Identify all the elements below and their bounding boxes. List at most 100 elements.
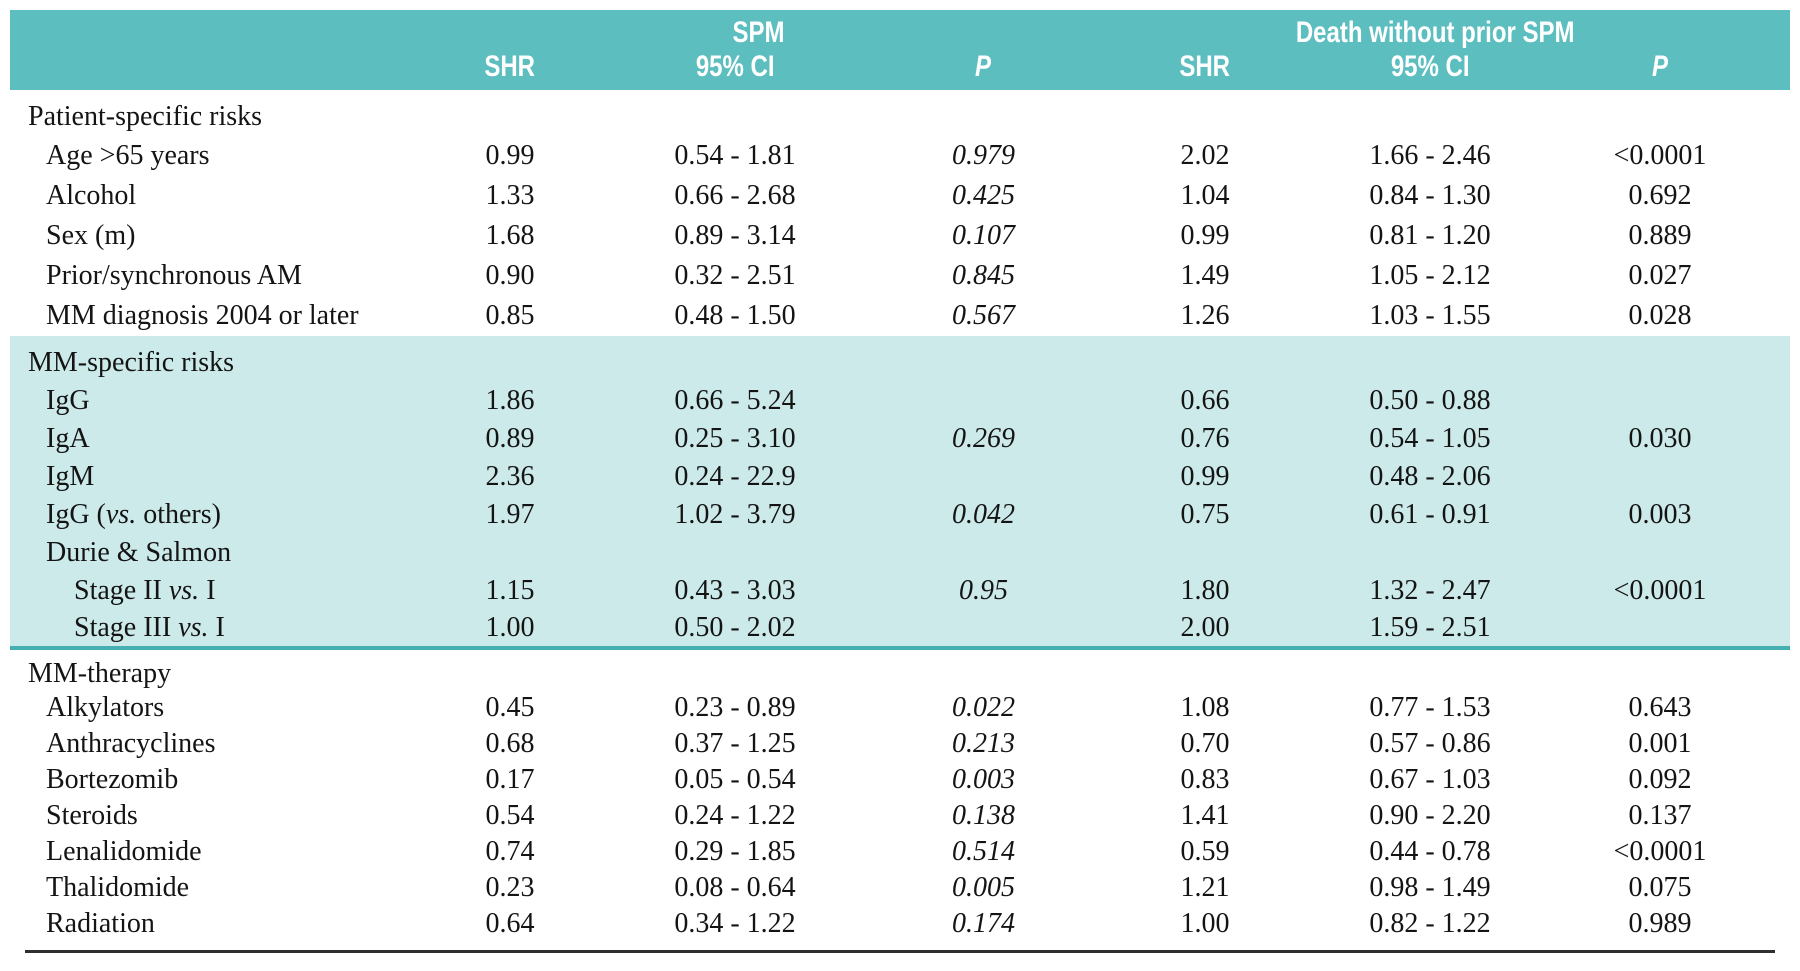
cell-ci-death: 0.84 - 1.30 (1369, 180, 1491, 211)
table-row: MM diagnosis 2004 or later 0.85 0.48 - 1.5… (10, 296, 1790, 336)
section-title: Patient-specific risks (28, 101, 263, 132)
cell-p-death (1530, 458, 1790, 496)
cell-p-spm: 0.95 (959, 575, 1008, 606)
cell-ci-spm: 0.89 - 3.14 (674, 220, 796, 251)
row-label: Lenalidomide (46, 836, 202, 867)
cell-p-death (1530, 534, 1790, 572)
cell-p-spm: 0.138 (952, 800, 1015, 831)
cell-shr-death: 1.04 (1180, 180, 1230, 211)
cell-ci-death: 0.98 - 1.49 (1369, 872, 1491, 903)
cell-p-death: 0.003 (1628, 499, 1692, 530)
row-label: MM diagnosis 2004 or later (46, 300, 359, 331)
cell-p-spm (887, 534, 1080, 572)
row-label: Durie & Salmon (46, 537, 232, 568)
cell-ci-spm: 0.29 - 1.85 (674, 836, 796, 867)
cell-p-spm: 0.042 (952, 499, 1015, 530)
table-row: IgG (vs. others) 1.97 1.02 - 3.79 0.042 0.75… (10, 496, 1790, 534)
cell-ci-spm: 0.23 - 0.89 (674, 692, 796, 723)
cell-shr-death (1080, 534, 1330, 572)
cell-shr-spm: 0.68 (485, 728, 535, 759)
row-label: IgG (vs. others) (46, 499, 221, 530)
cell-shr-death: 0.59 (1180, 836, 1230, 867)
cell-p-death: 0.030 (1628, 423, 1692, 454)
table-row: IgA 0.89 0.25 - 3.10 0.269 0.76 0.54 - 1.05 0.… (10, 420, 1790, 458)
col-header-p-death: P (1651, 50, 1668, 83)
cell-ci-spm: 0.48 - 1.50 (674, 300, 796, 331)
row-label: Anthracyclines (46, 728, 216, 759)
cell-shr-death: 1.41 (1180, 800, 1230, 831)
group-header-row: SPM Death without prior SPM (10, 10, 1790, 50)
cell-shr-spm: 1.97 (485, 499, 535, 530)
section-title: MM-specific risks (28, 347, 235, 378)
cell-shr-spm (437, 534, 583, 572)
cell-shr-spm: 1.00 (437, 610, 583, 650)
cell-shr-death: 0.75 (1180, 499, 1230, 530)
cell-ci-death: 0.90 - 2.20 (1369, 800, 1491, 831)
cell-ci-spm: 0.43 - 3.03 (674, 575, 796, 606)
cell-ci-death (1330, 534, 1530, 572)
cell-p-death: 0.027 (1628, 260, 1692, 291)
cell-ci-spm: 0.37 - 1.25 (674, 728, 796, 759)
cell-ci-death: 0.48 - 2.06 (1369, 461, 1491, 492)
table-row: Anthracyclines 0.68 0.37 - 1.25 0.213 0.70 0.… (10, 726, 1790, 762)
row-label: Stage III vs. I (10, 610, 437, 650)
cell-p-spm: 0.269 (952, 423, 1015, 454)
cell-ci-spm: 0.08 - 0.64 (674, 872, 796, 903)
row-label: Thalidomide (46, 872, 190, 903)
table-row: Alkylators 0.45 0.23 - 0.89 0.022 1.08 0.77 -… (10, 690, 1790, 726)
cell-p-death: 0.889 (1628, 220, 1692, 251)
cell-ci-spm: 0.32 - 2.51 (674, 260, 796, 291)
cell-shr-death: 2.02 (1180, 140, 1230, 171)
cell-p-spm: 0.845 (952, 260, 1015, 291)
cell-shr-spm: 1.68 (485, 220, 535, 251)
row-label: Steroids (46, 800, 138, 831)
row-label: Stage II vs. I (74, 575, 216, 606)
table-row: Alcohol 1.33 0.66 - 2.68 0.425 1.04 0.84 - 1.… (10, 176, 1790, 216)
cell-shr-death: 2.00 (1080, 610, 1330, 650)
cell-shr-death: 1.26 (1180, 300, 1230, 331)
header-spacer (10, 50, 437, 90)
table-row: Age >65 years 0.99 0.54 - 1.81 0.979 2.02 1.6… (10, 136, 1790, 176)
cell-p-spm: 0.213 (952, 728, 1015, 759)
cell-ci-spm: 0.05 - 0.54 (674, 764, 796, 795)
cell-shr-death: 1.08 (1180, 692, 1230, 723)
row-label: Prior/synchronous AM (46, 260, 302, 291)
cell-ci-death: 0.81 - 1.20 (1369, 220, 1491, 251)
cell-p-death: <0.0001 (1613, 836, 1707, 867)
cell-shr-spm: 0.23 (485, 872, 535, 903)
cell-p-death: 0.692 (1628, 180, 1692, 211)
cell-shr-spm: 0.17 (485, 764, 535, 795)
section-2: MM-specific risks IgG 1.86 0.66 - 5.24 0.66 0… (10, 336, 1790, 650)
row-label: IgM (46, 461, 95, 492)
cell-p-death: 0.028 (1628, 300, 1692, 331)
cell-shr-death: 1.21 (1180, 872, 1230, 903)
cell-shr-death: 0.66 (1180, 385, 1230, 416)
group-header-death: Death without prior SPM (1080, 10, 1790, 50)
table-row: Stage II vs. I 1.15 0.43 - 3.03 0.95 1.80 1.3… (10, 572, 1790, 610)
cell-ci-death: 0.67 - 1.03 (1369, 764, 1491, 795)
cell-p-spm: 0.425 (952, 180, 1015, 211)
cell-p-death (1530, 382, 1790, 420)
cell-p-spm: 0.107 (952, 220, 1015, 251)
row-label: Age >65 years (46, 140, 210, 171)
table-bottom-rule (25, 950, 1775, 953)
row-label: Sex (m) (46, 220, 136, 251)
cell-shr-spm: 0.54 (485, 800, 535, 831)
cell-ci-spm: 0.66 - 5.24 (674, 385, 796, 416)
section-header-row: MM-specific risks (10, 336, 1790, 382)
cell-ci-death: 0.57 - 0.86 (1369, 728, 1491, 759)
table-row: Lenalidomide 0.74 0.29 - 1.85 0.514 0.59 0.44… (10, 834, 1790, 870)
table-row: Bortezomib 0.17 0.05 - 0.54 0.003 0.83 0.67 -… (10, 762, 1790, 798)
cell-p-death: 0.137 (1628, 800, 1692, 831)
cell-p-spm: 0.514 (952, 836, 1015, 867)
cell-shr-spm: 0.89 (485, 423, 535, 454)
cell-shr-death: 0.70 (1180, 728, 1230, 759)
table-row: Prior/synchronous AM 0.90 0.32 - 2.51 0.845… (10, 256, 1790, 296)
cell-ci-death: 1.66 - 2.46 (1369, 140, 1491, 171)
cell-p-death: 0.001 (1628, 728, 1692, 759)
section-3: MM-therapy Alkylators 0.45 0.23 - 0.89 0.022… (10, 648, 1790, 942)
table-row: IgG 1.86 0.66 - 5.24 0.66 0.50 - 0.88 (10, 382, 1790, 420)
cell-ci-spm: 0.50 - 2.02 (583, 610, 887, 650)
cell-ci-death: 1.03 - 1.55 (1369, 300, 1491, 331)
cell-shr-spm: 1.86 (485, 385, 535, 416)
